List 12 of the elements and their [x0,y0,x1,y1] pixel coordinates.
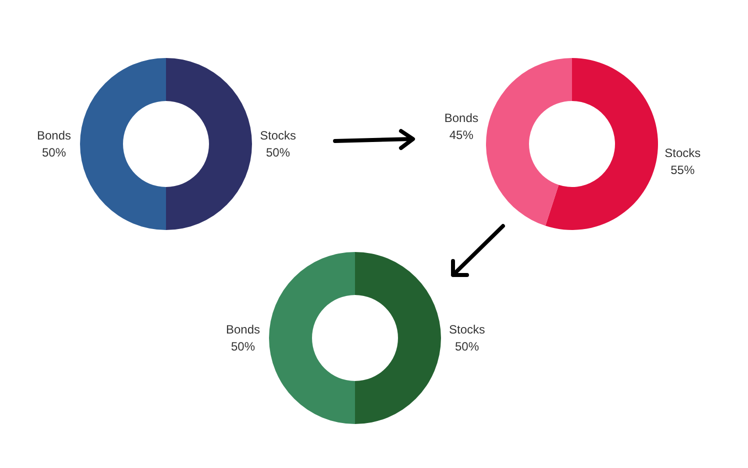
slice-label: Bonds [226,322,260,336]
data-label: 50% [266,145,290,160]
slice-label: Bonds [444,110,478,125]
data-label: 45% [449,128,474,142]
slice-label: Stocks [664,146,701,160]
data-label: 50% [230,339,256,354]
slice-label: Stocks [260,128,296,142]
slice-label: Bonds [36,128,72,142]
data-label: 55% [670,162,695,177]
slice-label: Stocks [448,322,486,336]
data-label: 50% [454,339,480,354]
data-label: 50% [42,145,66,160]
